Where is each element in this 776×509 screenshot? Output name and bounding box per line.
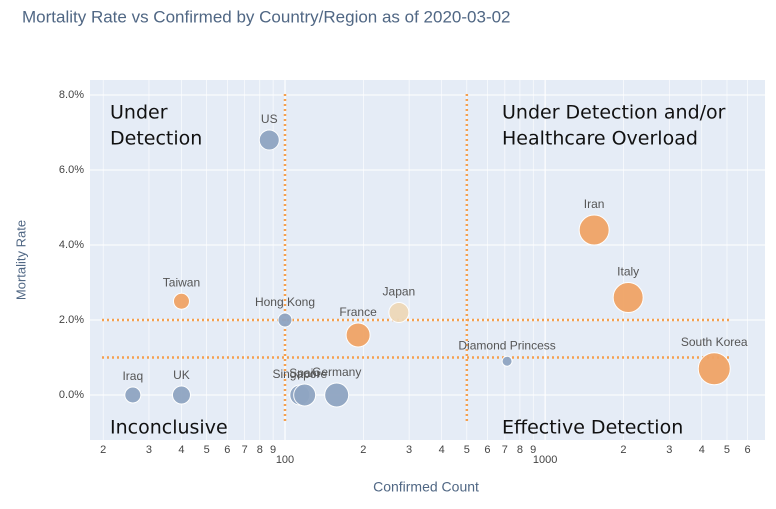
x-tick-label: 2	[360, 444, 366, 456]
point-label: Japan	[383, 285, 416, 299]
x-tick-label: 4	[439, 444, 445, 456]
point-label: Taiwan	[163, 275, 200, 289]
quadrant-label: Inconclusive	[110, 417, 228, 439]
point-label: Spain	[289, 366, 320, 380]
point-label: South Korea	[681, 335, 748, 349]
bubble	[697, 352, 731, 386]
plot-area	[90, 80, 765, 440]
y-tick-label: 8.0%	[59, 89, 84, 101]
point-label: Diamond Princess	[458, 338, 555, 352]
bubble	[578, 214, 610, 246]
point-label: Iraq	[122, 369, 143, 383]
x-tick-label: 1000	[533, 454, 557, 466]
x-tick-label: 7	[502, 444, 508, 456]
chart-title: Mortality Rate vs Confirmed by Country/R…	[22, 7, 511, 26]
y-axis-label: Mortality Rate	[13, 220, 28, 300]
x-tick-label: 2	[100, 444, 106, 456]
bubble	[501, 355, 513, 367]
bubble	[324, 382, 350, 408]
point-label: Italy	[617, 265, 639, 279]
bubble	[388, 302, 410, 323]
y-tick-label: 4.0%	[59, 239, 84, 251]
bubble	[258, 129, 280, 151]
point-label: Singapore	[272, 367, 327, 381]
x-tick-label: 5	[464, 444, 470, 456]
x-tick-label: 8	[257, 444, 263, 456]
quadrant-label: Under Detection and/or	[502, 102, 726, 124]
x-tick-label: 3	[406, 444, 412, 456]
x-tick-label: 3	[666, 444, 672, 456]
x-tick-label: 6	[484, 444, 490, 456]
x-axis-label: Confirmed Count	[373, 479, 479, 495]
point-label: Hong Kong	[255, 295, 315, 309]
point-label: US	[261, 112, 278, 126]
quadrant-label: Detection	[110, 128, 202, 150]
y-tick-label: 6.0%	[59, 164, 84, 176]
bubble	[345, 322, 371, 348]
quadrant-label: Under	[110, 102, 168, 124]
bubble	[172, 292, 190, 310]
bubble	[171, 385, 191, 405]
point-label: Germany	[312, 365, 361, 379]
x-tick-label: 9	[270, 444, 276, 456]
point-label: France	[339, 305, 377, 319]
bubble	[612, 282, 644, 313]
quadrant-label: Healthcare Overload	[502, 128, 698, 150]
x-tick-label: 3	[146, 444, 152, 456]
x-tick-label: 5	[204, 444, 210, 456]
x-tick-label: 8	[517, 444, 523, 456]
x-tick-label: 2	[620, 444, 626, 456]
x-tick-label: 5	[724, 444, 730, 456]
point-label: Iran	[584, 197, 605, 211]
x-tick-label: 7	[242, 444, 248, 456]
y-tick-label: 2.0%	[59, 314, 84, 326]
x-tick-label: 4	[699, 444, 705, 456]
x-tick-label: 4	[178, 444, 184, 456]
quadrant-label: Effective Detection	[502, 417, 683, 439]
x-tick-label: 6	[745, 444, 751, 456]
x-tick-label: 6	[224, 444, 230, 456]
bubble	[124, 386, 142, 404]
bubble	[277, 312, 293, 328]
point-label: UK	[173, 368, 190, 382]
bubble	[293, 383, 317, 407]
y-tick-label: 0.0%	[59, 389, 84, 401]
x-tick-label: 100	[276, 454, 294, 466]
x-tick-label: 9	[530, 444, 536, 456]
